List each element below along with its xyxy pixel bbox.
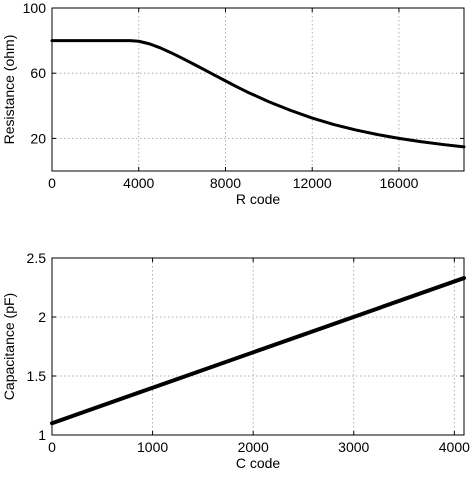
capacitance-y-tick-label: 1.5: [27, 368, 47, 384]
capacitance-x-tick-label: 2000: [238, 439, 269, 455]
capacitance-plot: 0 1000 2000 3000 4000 1 1.5 2 2.5 C code Capacitan…: [1, 250, 470, 471]
resistance-x-tick-label: 16000: [379, 175, 418, 191]
capacitance-x-tick-label: 1000: [137, 439, 168, 455]
capacitance-x-axis-label: C code: [236, 455, 281, 471]
capacitance-x-tick-label: 3000: [338, 439, 369, 455]
resistance-y-tick-label: 20: [30, 130, 46, 146]
capacitance-y-tick-label: 1: [38, 427, 46, 443]
resistance-series-line: [50, 39, 466, 149]
capacitance-x-tick-label: 4000: [439, 439, 470, 455]
capacitance-series-line: [50, 276, 466, 426]
resistance-y-axis-label: Resistance (ohm): [1, 35, 17, 145]
capacitance-axes-frame: [51, 257, 465, 436]
resistance-y-tick-label: 100: [23, 0, 47, 16]
resistance-x-tick-label: 12000: [293, 175, 332, 191]
resistance-y-tick-label: 60: [30, 65, 46, 81]
resistance-x-axis-label: R code: [236, 191, 281, 207]
resistance-x-tick-label: 0: [48, 175, 56, 191]
resistance-x-tick-label: 4000: [123, 175, 154, 191]
capacitance-y-tick-label: 2: [38, 309, 46, 325]
resistance-axes-frame: [51, 7, 465, 172]
capacitance-y-axis-label: Capacitance (pF): [1, 293, 17, 400]
capacitance-x-tick-label: 0: [48, 439, 56, 455]
resistance-plot: 0 4000 8000 12000 16000 20 60 100 R code Resistan…: [1, 0, 466, 207]
resistance-x-tick-label: 8000: [210, 175, 241, 191]
capacitance-y-tick-label: 2.5: [27, 250, 47, 266]
